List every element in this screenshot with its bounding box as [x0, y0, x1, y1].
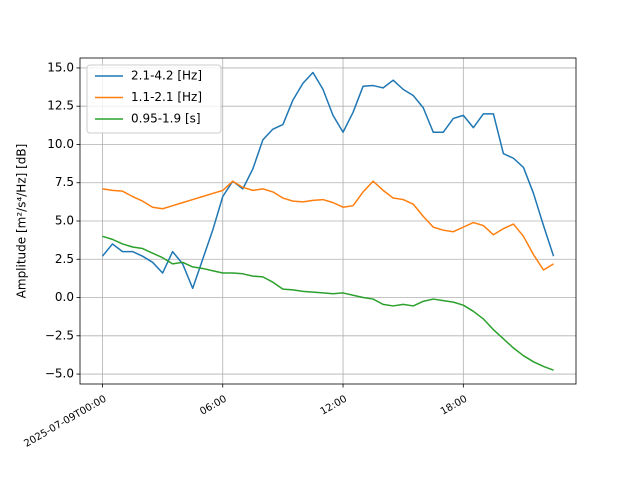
x-tick-label: 2025-07-09T00:00	[22, 394, 108, 450]
legend-box	[86, 64, 222, 134]
y-tick-label: 2.5	[55, 252, 74, 266]
y-tick-label: −2.5	[45, 328, 74, 342]
y-tick-label: 12.5	[47, 99, 74, 113]
y-tick-label: 7.5	[55, 175, 74, 189]
x-tick-label: 18:00	[439, 394, 469, 418]
y-axis-label: Amplitude [m²/s⁴/Hz] [dB]	[15, 144, 29, 299]
y-tick-label: 15.0	[47, 60, 74, 74]
x-tick-label: 06:00	[198, 394, 228, 418]
y-tick-label: 5.0	[55, 214, 74, 228]
series-line	[102, 180, 554, 271]
legend-label: 0.95-1.9 [s]	[131, 112, 201, 126]
series-line	[102, 235, 554, 371]
legend: 2.1-4.2 [Hz] 1.1-2.1 [Hz] 0.95-1.9 [s]	[86, 64, 222, 134]
x-tick-label: 12:00	[319, 394, 349, 418]
legend-label: 1.1-2.1 [Hz]	[131, 90, 202, 104]
y-tick-label: −5.0	[45, 367, 74, 381]
y-tick-label: 0.0	[55, 290, 74, 304]
y-tick-label: 10.0	[47, 137, 74, 151]
plot-frame	[79, 57, 577, 385]
series-line	[101, 71, 555, 290]
legend-label: 2.1-4.2 [Hz]	[131, 69, 202, 83]
